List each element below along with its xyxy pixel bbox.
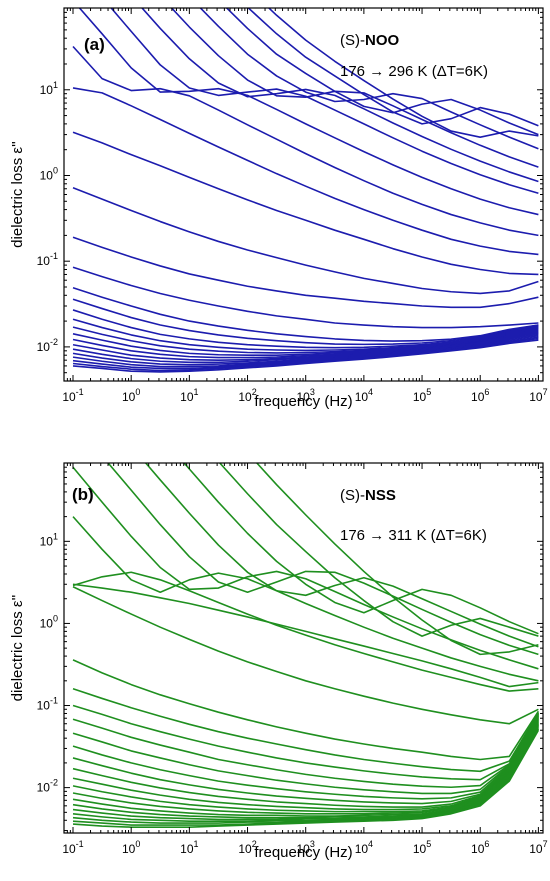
x-tick-label: 103 [297,387,315,404]
series-line-7 [72,331,539,361]
series-line-18 [72,131,539,276]
y-axis-title: dielectric loss ε'' [9,595,26,702]
y-tick-label: 10-2 [37,337,58,354]
x-tick-label: 102 [238,839,256,856]
x-tick-label: 105 [413,387,431,404]
series-line-16 [72,704,540,781]
series-group [72,8,539,373]
series-line-11 [72,717,540,808]
x-tick-label: 100 [122,387,140,404]
series-line-27 [247,8,539,127]
series-line-15 [72,713,540,789]
y-tick-label: 100 [40,613,58,630]
series-line-1 [72,729,540,828]
x-tick-label: 102 [238,387,256,404]
x-axis-title: frequency (Hz) [254,393,352,410]
series-line-26 [225,8,539,136]
y-tick-label: 10-2 [37,778,58,795]
chart-panel-b: 10-1 100 101 102 103 104 105 106 107 10-2 10-1 100 1… [9,462,548,861]
series-line-25 [199,8,539,150]
series-line-13 [72,715,540,800]
series-line-6 [72,332,539,364]
series-line-12 [72,309,539,349]
x-tick-label: 107 [529,839,547,856]
y-tick-label: 10-1 [37,696,58,713]
temperature-range-annotation: 176 → 311 K (ΔT=6K) [340,527,487,544]
panel-label: (a) [84,35,105,54]
series-line-4 [72,334,539,368]
x-tick-label: 101 [180,839,198,856]
series-line-13 [72,298,539,346]
series-line-19 [72,87,539,256]
series-line-3 [72,727,540,824]
x-tick-label: 107 [529,387,547,404]
series-line-21 [72,571,539,692]
series-line-26 [183,463,539,635]
series-line-23 [72,466,539,670]
x-tick-label: 101 [180,387,198,404]
x-tick-label: 106 [471,839,489,856]
x-tick-label: 105 [413,839,431,856]
series-line-9 [72,719,540,813]
x-tick-label: 104 [355,839,373,856]
y-tick-label: 100 [40,165,58,182]
series-line-24 [170,8,539,168]
temperature-range-annotation: 176 → 296 K (ΔT=6K) [340,63,488,80]
x-axis-title: frequency (Hz) [254,844,352,861]
series-line-24 [107,463,539,656]
series-line-11 [72,318,539,352]
y-tick-label: 101 [40,80,58,97]
series-line-21 [78,8,539,216]
series-line-5 [72,724,540,821]
series-line-2 [72,728,540,826]
series-line-19 [72,585,539,725]
series-line-28 [255,463,539,656]
series-line-20 [72,583,539,688]
series-line-16 [72,236,539,309]
series-line-22 [110,8,539,195]
series-line-8 [72,721,540,815]
y-tick-label: 101 [40,531,58,548]
x-tick-label: 10-1 [62,839,83,856]
series-group [72,463,540,828]
series-line-23 [140,8,539,183]
series-line-25 [144,463,539,648]
series-line-22 [72,516,539,682]
series-line-15 [72,266,539,329]
series-line-14 [72,286,539,342]
sample-name: (S)-NSS [340,487,396,504]
series-line-17 [72,688,540,773]
series-line-18 [72,659,540,761]
series-line-10 [72,718,540,811]
series-line-28 [267,8,539,138]
x-tick-label: 10-1 [62,387,83,404]
y-tick-label: 10-1 [37,251,58,268]
y-axis-title: dielectric loss ε'' [9,141,26,248]
series-line-3 [72,336,539,370]
x-tick-label: 100 [122,839,140,856]
chart-panel-a: 10-1 100 101 102 103 104 105 106 107 10-2 10-1 100 1… [9,7,548,410]
series-line-20 [72,45,539,237]
panel-label: (b) [72,485,94,504]
plot-frame [63,462,544,834]
sample-name: (S)-NOO [340,32,400,49]
x-tick-label: 103 [297,839,315,856]
series-line-17 [72,186,539,295]
series-line-14 [72,714,540,795]
series-line-27 [218,463,539,637]
series-line-7 [72,722,540,817]
series-line-12 [72,716,540,805]
x-tick-label: 104 [355,387,373,404]
x-tick-label: 106 [471,387,489,404]
